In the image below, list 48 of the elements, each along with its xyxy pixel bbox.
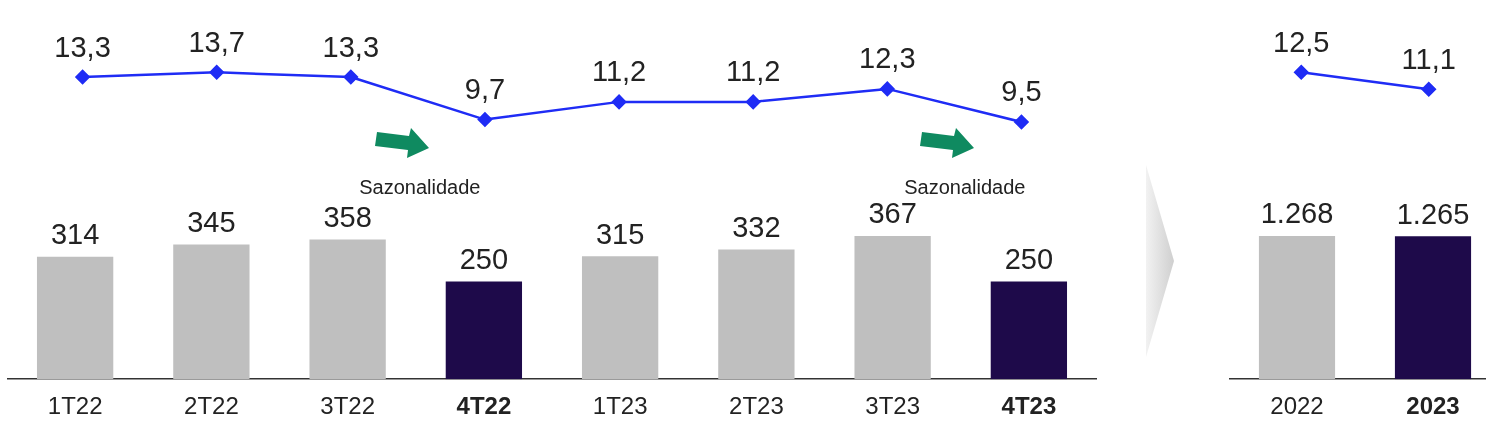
data-label: 11,2 [726, 55, 781, 88]
data-label: 13,7 [188, 25, 245, 58]
data-label: 1.265 [1396, 197, 1470, 230]
data-label: 250 [1004, 243, 1054, 276]
point [880, 81, 895, 97]
data-label: 11,2 [591, 55, 647, 88]
bar [581, 256, 659, 380]
text: Sazonalidade [904, 176, 1026, 199]
data-label: 250 [459, 243, 509, 276]
data-label: 11,1 [1401, 42, 1456, 75]
data-label: 12,3 [859, 42, 916, 75]
x-tick-label: 1T23 [592, 392, 648, 420]
x-tick-label: 4T22 [456, 392, 512, 420]
x-tick-label: 2022 [1270, 392, 1324, 420]
point [75, 69, 90, 85]
bar [309, 239, 386, 380]
point [343, 69, 359, 85]
data-label: 315 [595, 217, 645, 250]
x-tick-label: 3T23 [865, 392, 920, 420]
data-label: 9,7 [464, 73, 506, 106]
x-tick-label: 2T22 [184, 392, 239, 420]
data-label: 1.268 [1260, 197, 1334, 230]
data-label: 332 [732, 211, 781, 244]
text: Sazonalidade [359, 176, 481, 199]
bar [173, 244, 250, 380]
data-label: 9,5 [1001, 75, 1042, 108]
data-label: 345 [187, 206, 236, 239]
point [1014, 114, 1029, 130]
data-label: 358 [323, 200, 372, 233]
bar [718, 249, 795, 380]
bar [445, 281, 523, 380]
data-label: 367 [868, 197, 917, 230]
bar [854, 235, 931, 380]
x-tick-label: 1T22 [47, 392, 103, 420]
x-tick-label: 2023 [1406, 392, 1460, 420]
bar [990, 281, 1068, 380]
point [209, 65, 224, 80]
x-tick-label: 2T23 [729, 392, 784, 420]
point [477, 112, 493, 127]
data-label: 13,3 [54, 30, 111, 63]
data-label: 12,5 [1273, 25, 1330, 58]
data-label: 314 [50, 218, 100, 251]
point [745, 94, 761, 110]
x-tick-label: 4T23 [1001, 392, 1057, 420]
data-label: 13,3 [322, 30, 380, 63]
point [611, 94, 627, 110]
bar [36, 256, 114, 380]
x-tick-label: 3T22 [320, 392, 375, 420]
